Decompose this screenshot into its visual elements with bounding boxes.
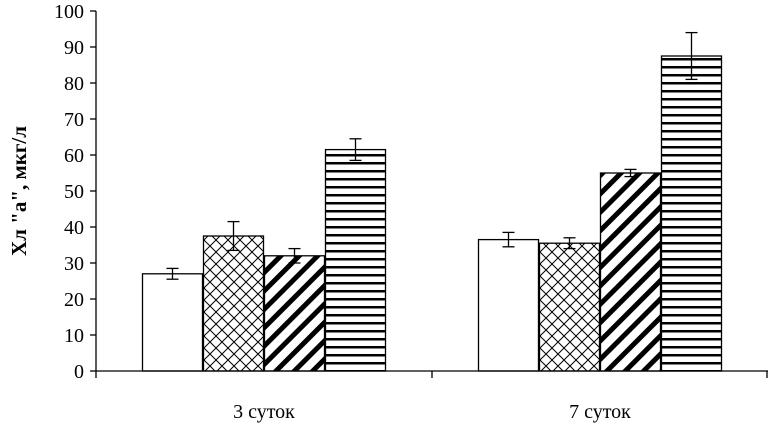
y-tick-label: 10	[64, 325, 84, 347]
bar-diagonal-stripes	[263, 255, 326, 372]
error-bar	[349, 138, 362, 162]
y-tick-label: 100	[54, 1, 84, 23]
x-category-label: 3 суток	[233, 401, 295, 423]
error-bar	[624, 168, 637, 178]
error-bar	[685, 31, 698, 81]
x-category-label: 7 суток	[569, 401, 631, 423]
y-tick-label: 60	[64, 145, 84, 167]
bar-crosshatch	[538, 242, 601, 372]
error-bar	[227, 220, 240, 252]
y-axis-title: Хл "а", мкг/л	[7, 126, 31, 256]
error-bar	[166, 267, 179, 280]
bar-plain	[141, 273, 204, 372]
y-tick-label: 0	[74, 361, 84, 383]
y-tick-label: 50	[64, 181, 84, 203]
error-bar	[502, 231, 515, 248]
bars	[141, 31, 723, 372]
y-tick-label: 80	[64, 73, 84, 95]
bar-horizontal-stripes	[660, 55, 723, 372]
y-tick-label: 90	[64, 37, 84, 59]
error-bar	[563, 237, 576, 250]
bar-diagonal-stripes	[599, 172, 662, 372]
y-tick-label: 30	[64, 253, 84, 275]
y-tick-label: 40	[64, 217, 84, 239]
x-axis: 3 суток 7 суток	[95, 370, 768, 423]
y-tick-label: 70	[64, 109, 84, 131]
bar-crosshatch	[202, 235, 265, 372]
y-axis: 0 10 20 30 40 50 60 70 80 90 100	[54, 1, 97, 383]
bar-plain	[477, 238, 540, 372]
bar-horizontal-stripes	[324, 148, 387, 372]
error-bar	[288, 247, 301, 264]
y-tick-label: 20	[64, 289, 84, 311]
